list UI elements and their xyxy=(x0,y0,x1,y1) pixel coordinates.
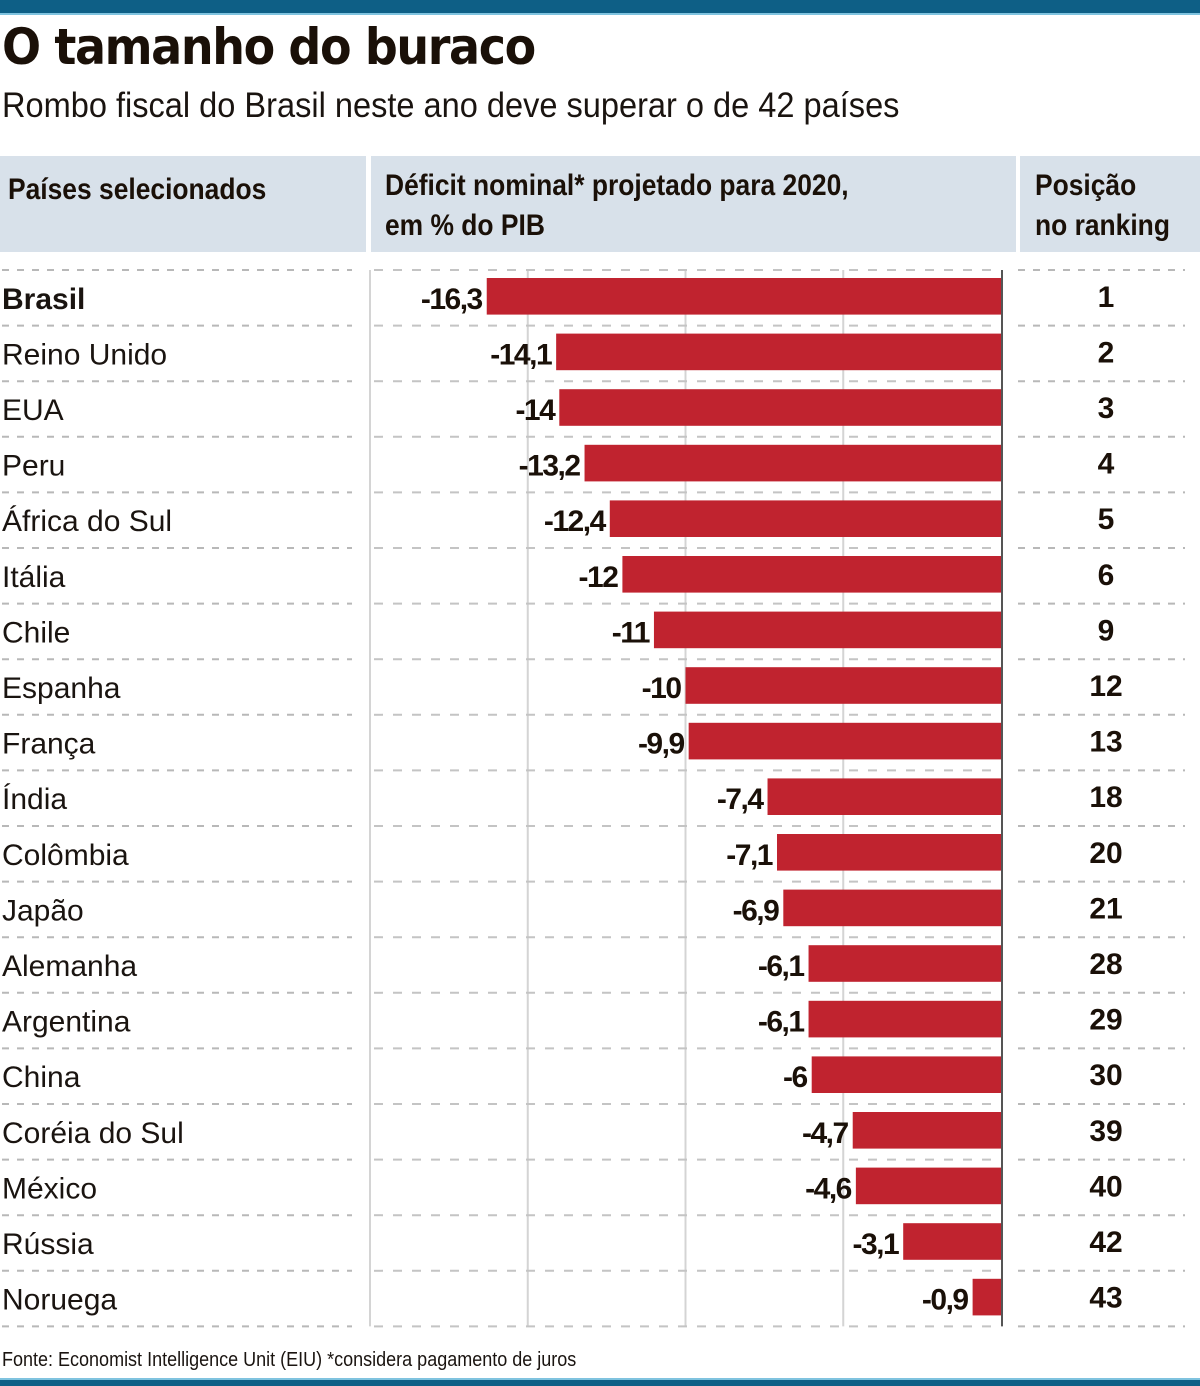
bar xyxy=(783,889,1001,927)
bar xyxy=(972,1278,1001,1316)
bar xyxy=(486,278,1001,315)
country-label: Índia xyxy=(2,783,67,816)
bar xyxy=(622,556,1001,593)
bar xyxy=(855,1167,1001,1205)
header-rank-line1: Posição xyxy=(1035,169,1137,202)
rank-label: 3 xyxy=(1098,392,1115,425)
country-label: Espanha xyxy=(2,672,121,705)
value-label: -7,4 xyxy=(717,783,765,816)
country-label: Rússia xyxy=(2,1228,94,1261)
rank-label: 4 xyxy=(1098,448,1115,481)
value-label: -0,9 xyxy=(922,1284,969,1317)
rank-label: 9 xyxy=(1098,614,1115,647)
header-deficit-line1: Déficit nominal* projetado para 2020, xyxy=(385,169,849,202)
country-label: Alemanha xyxy=(2,950,137,983)
country-label: Japão xyxy=(2,894,84,927)
chart-title: O tamanho do buraco xyxy=(2,18,536,76)
source-footnote: Fonte: Economist Intelligence Unit (EIU)… xyxy=(2,1349,577,1371)
rank-label: 28 xyxy=(1089,948,1122,981)
value-label: -14,1 xyxy=(490,338,552,371)
bottom-accent-bar xyxy=(0,1378,1200,1386)
rank-label: 18 xyxy=(1089,781,1122,814)
country-label: Coréia do Sul xyxy=(2,1117,184,1150)
value-label: -6,9 xyxy=(733,894,780,927)
country-label: Brasil xyxy=(2,283,85,316)
value-label: -12,4 xyxy=(544,505,607,538)
rank-label: 6 xyxy=(1098,559,1115,592)
country-label: México xyxy=(2,1172,97,1205)
country-label: Chile xyxy=(2,616,70,649)
rank-label: 30 xyxy=(1089,1059,1122,1092)
header-countries-label: Países selecionados xyxy=(8,173,267,206)
value-label: -6 xyxy=(783,1061,807,1094)
rank-label: 43 xyxy=(1089,1282,1122,1315)
rank-label: 40 xyxy=(1089,1170,1122,1203)
bar xyxy=(808,945,1001,982)
header-cell-deficit: Déficit nominal* projetado para 2020, em… xyxy=(371,156,1016,252)
bar xyxy=(685,667,1001,704)
rank-label: 1 xyxy=(1098,281,1115,314)
rank-label: 21 xyxy=(1089,892,1122,925)
bar xyxy=(653,611,1001,649)
bar xyxy=(559,389,1001,426)
rank-label: 20 xyxy=(1089,837,1122,870)
country-label: EUA xyxy=(2,394,64,427)
header-rank-line2: no ranking xyxy=(1035,209,1170,242)
value-label: -3,1 xyxy=(852,1228,899,1261)
header-deficit-line2: em % do PIB xyxy=(385,209,545,242)
bar xyxy=(811,1056,1001,1093)
country-label: Argentina xyxy=(2,1006,131,1039)
rank-label: 29 xyxy=(1089,1004,1122,1037)
rank-label: 42 xyxy=(1089,1226,1122,1259)
rank-label: 13 xyxy=(1089,726,1122,759)
top-accent-bar xyxy=(0,0,1200,15)
value-label: -6,1 xyxy=(758,950,805,983)
bar xyxy=(584,444,1001,482)
country-label: Colômbia xyxy=(2,839,129,872)
value-label: -10 xyxy=(642,672,682,705)
bar xyxy=(688,722,1001,760)
value-label: -4,7 xyxy=(802,1117,849,1150)
country-label: China xyxy=(2,1061,81,1094)
rank-label: 39 xyxy=(1089,1115,1122,1148)
header-cell-countries: Países selecionados xyxy=(0,156,366,252)
bar xyxy=(776,834,1001,871)
value-label: -4,6 xyxy=(805,1172,852,1205)
bar xyxy=(609,500,1001,537)
chart-subtitle: Rombo fiscal do Brasil neste ano deve su… xyxy=(2,86,900,125)
bar xyxy=(903,1223,1001,1260)
country-label: Noruega xyxy=(2,1284,117,1317)
value-label: -16,3 xyxy=(421,283,483,316)
bar xyxy=(852,1112,1001,1149)
rank-label: 2 xyxy=(1098,336,1115,369)
country-label: Peru xyxy=(2,450,65,483)
bar xyxy=(808,1000,1001,1038)
header-cell-rank: Posição no ranking xyxy=(1020,156,1200,252)
country-label: Itália xyxy=(2,561,66,594)
value-label: -6,1 xyxy=(758,1006,805,1039)
value-label: -14 xyxy=(515,394,556,427)
bar xyxy=(767,778,1001,815)
value-label: -12 xyxy=(579,561,619,594)
country-label: Reino Unido xyxy=(2,338,167,371)
value-label: -9,9 xyxy=(638,728,685,761)
value-label: -13,2 xyxy=(519,450,581,483)
bar xyxy=(556,333,1001,371)
rank-label: 5 xyxy=(1098,503,1115,536)
value-label: -7,1 xyxy=(726,839,773,872)
country-label: África do Sul xyxy=(2,505,172,538)
rank-label: 12 xyxy=(1089,670,1122,703)
value-label: -11 xyxy=(612,616,650,649)
country-label: França xyxy=(2,728,96,761)
